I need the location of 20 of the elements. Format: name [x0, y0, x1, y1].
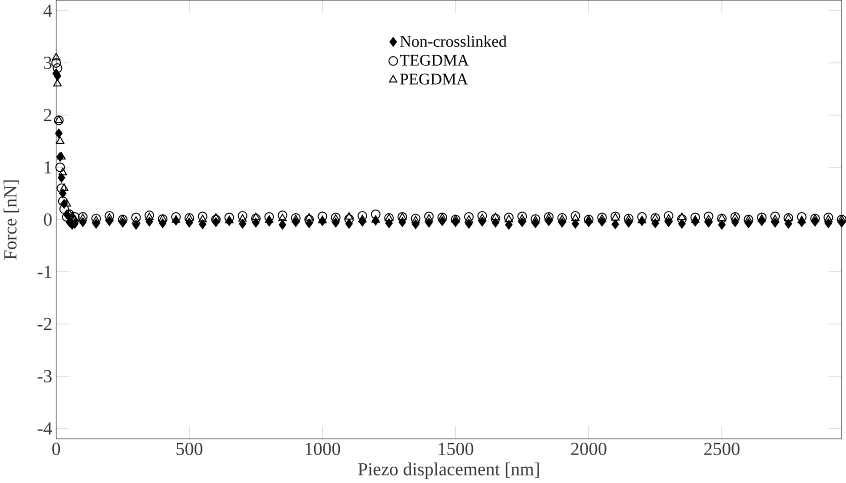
y-tick-label: -1 [38, 266, 52, 278]
y-tick-label: 4 [44, 4, 52, 17]
y-tick-label: 3 [44, 56, 52, 70]
x-axis-title: Piezo displacement [nm] [358, 462, 539, 480]
x-tick-label: 500 [176, 442, 202, 456]
y-tick-label: 1 [44, 161, 52, 174]
y-tick-label: -2 [38, 318, 52, 330]
legend-label: Non-crosslinked [400, 36, 507, 47]
x-tick-label: 1500 [438, 442, 474, 456]
y-tick-label: -3 [38, 370, 52, 382]
legend-label: PEGDMA [400, 74, 468, 85]
y-tick-label: 0 [44, 213, 52, 226]
legend-label: TEGDMA [400, 54, 469, 66]
x-tick-label: 2000 [571, 442, 606, 456]
y-tick-label: -4 [38, 422, 52, 435]
y-tick-label: 2 [44, 109, 52, 122]
y-axis-title: Force [nN] [4, 180, 19, 260]
x-tick-label: 1000 [306, 442, 340, 456]
x-tick-label: 0 [52, 442, 60, 456]
x-tick-label: 2500 [704, 442, 740, 456]
